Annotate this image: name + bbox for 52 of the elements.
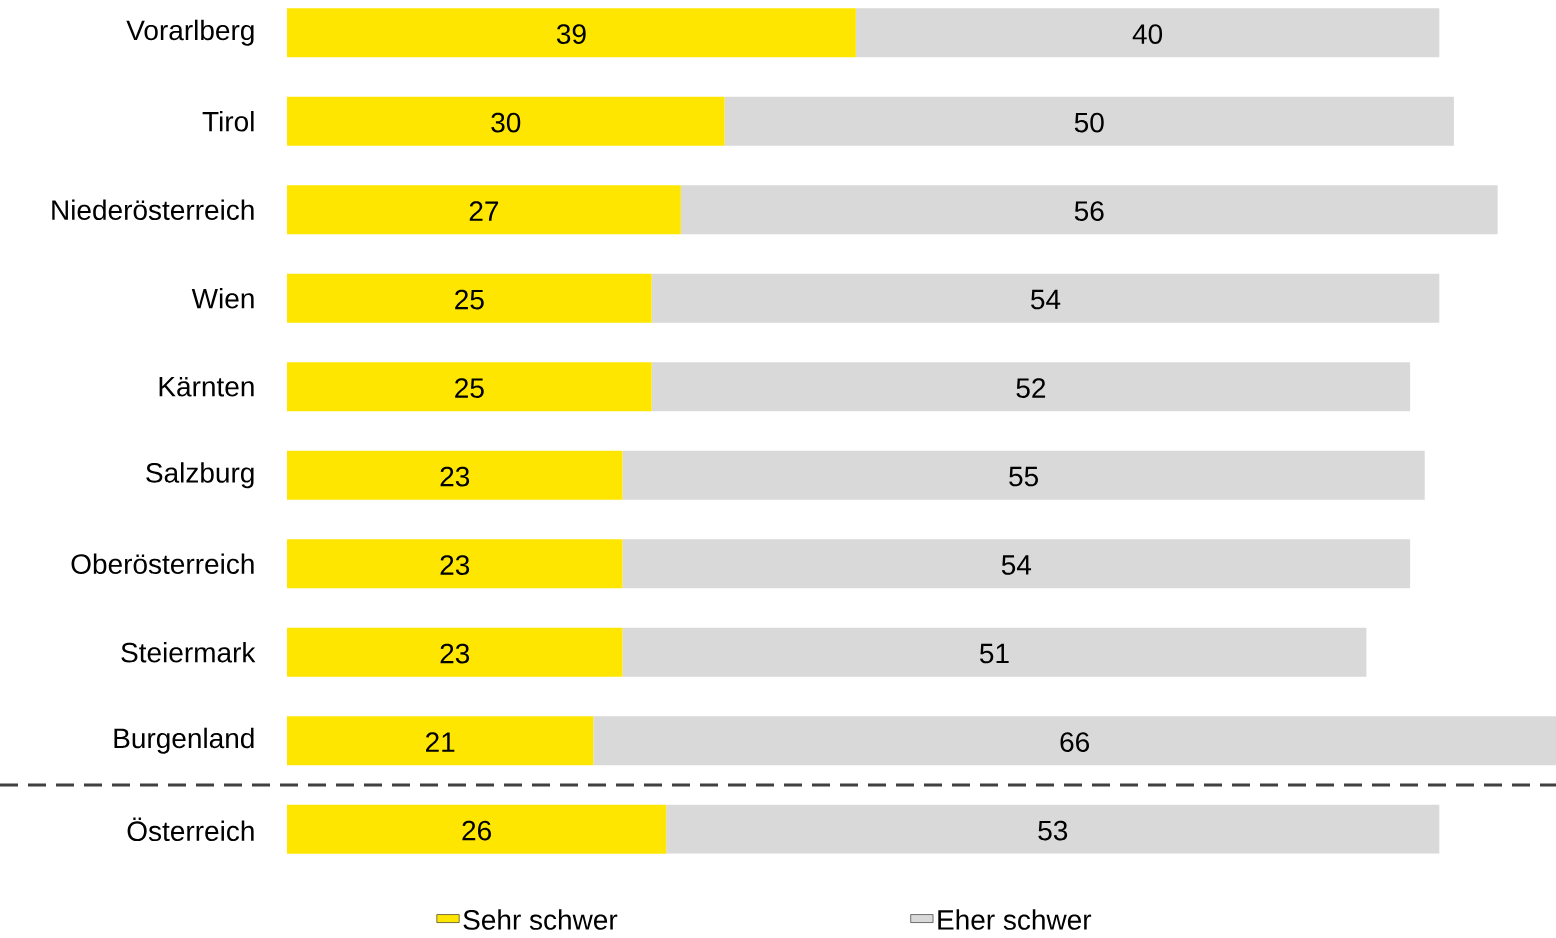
bar xyxy=(680,185,1498,235)
bar xyxy=(666,804,1440,854)
data-label: 39 xyxy=(556,24,586,44)
bar xyxy=(622,539,1411,589)
bar xyxy=(287,804,667,854)
data-label: 50 xyxy=(1074,112,1104,133)
bar xyxy=(724,96,1454,146)
data-label: 53 xyxy=(1038,820,1068,841)
data-label: 25 xyxy=(455,289,484,310)
bar xyxy=(593,716,1556,766)
legend-label: Eher schwer xyxy=(938,909,1092,930)
y-tick-label: Niederösterreich xyxy=(52,199,254,221)
y-tick-label: Tirol xyxy=(202,110,254,132)
data-label: 25 xyxy=(455,378,484,398)
bar xyxy=(287,450,623,500)
data-label: 56 xyxy=(1074,201,1104,221)
y-tick-label: Wien xyxy=(191,287,254,309)
data-label: 52 xyxy=(1016,378,1046,398)
data-label: 30 xyxy=(491,112,521,133)
bar xyxy=(651,273,1440,323)
data-label: 27 xyxy=(469,201,499,221)
bar xyxy=(287,185,681,235)
bar xyxy=(287,96,725,146)
data-label: 23 xyxy=(440,466,470,487)
bar xyxy=(287,716,594,766)
y-tick-label: Steiermark xyxy=(121,641,256,663)
data-label: 66 xyxy=(1060,732,1089,752)
bar xyxy=(622,627,1367,677)
data-label: 21 xyxy=(425,732,455,752)
data-label: 40 xyxy=(1132,24,1163,44)
bar xyxy=(287,362,652,412)
bar xyxy=(855,8,1440,58)
y-tick-label: Burgenland xyxy=(114,727,254,754)
y-tick-label: Kärnten xyxy=(159,376,254,397)
y-tick-label: Vorarlberg xyxy=(126,19,254,46)
legend-label: Sehr schwer xyxy=(463,909,618,930)
data-label: 23 xyxy=(440,555,470,575)
data-label: 55 xyxy=(1009,466,1038,487)
data-label: 51 xyxy=(980,643,1009,664)
y-tick-label: Salzburg xyxy=(146,462,254,489)
data-label: 54 xyxy=(1031,289,1061,310)
data-label: 23 xyxy=(440,643,470,664)
data-label: 26 xyxy=(462,820,491,841)
bar xyxy=(287,539,623,589)
bar xyxy=(651,362,1411,412)
data-label: 54 xyxy=(1001,555,1032,575)
bar xyxy=(287,8,856,58)
bar xyxy=(287,273,652,323)
y-tick-label: Oberösterreich xyxy=(71,553,254,575)
bar xyxy=(622,450,1425,500)
bar xyxy=(287,627,623,677)
y-tick-label: Österreich xyxy=(127,817,254,842)
